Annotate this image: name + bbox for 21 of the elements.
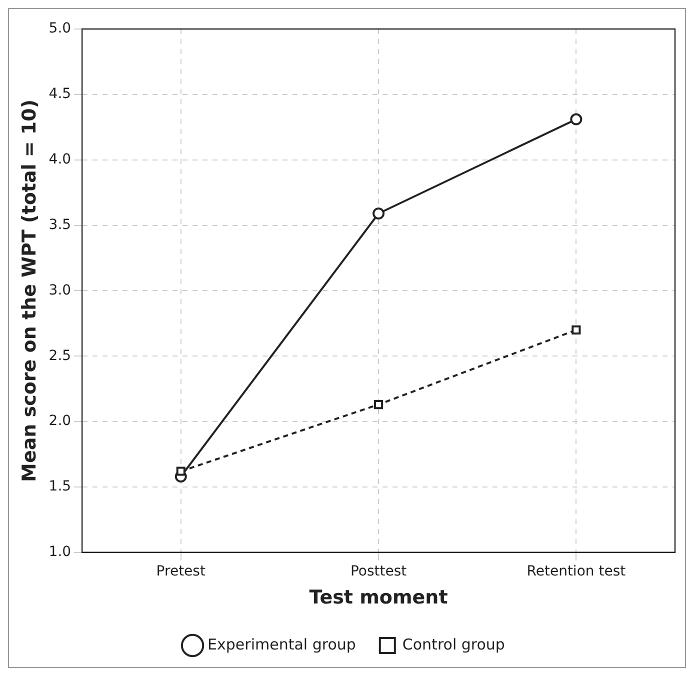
legend-label: Experimental group — [208, 635, 356, 654]
y-tick-label: 1.5 — [48, 478, 72, 495]
y-tick-label: 5.0 — [48, 20, 72, 37]
y-tick-label: 2.0 — [48, 413, 72, 430]
x-axis-title: Test moment — [309, 586, 448, 609]
point — [176, 466, 186, 476]
y-tick-label: 4.0 — [48, 151, 72, 168]
y-tick-label: 1.0 — [48, 544, 72, 560]
legend-label: Control group — [402, 635, 505, 654]
y-tick-label: 2.5 — [48, 348, 72, 364]
x-tick-label: Pretest — [156, 563, 206, 580]
y-tick-label: 4.5 — [48, 86, 72, 102]
y-tick-label: 3.5 — [48, 216, 72, 233]
x-tick-label: Retention test — [526, 563, 626, 580]
point — [372, 208, 385, 220]
y-tick-label: 3.0 — [48, 282, 72, 298]
point — [374, 400, 384, 410]
point — [570, 113, 582, 126]
x-tick-label: Posttest — [350, 563, 408, 580]
point — [572, 325, 581, 334]
y-axis-title: Mean score on the WPT (total = 10) — [18, 99, 40, 482]
